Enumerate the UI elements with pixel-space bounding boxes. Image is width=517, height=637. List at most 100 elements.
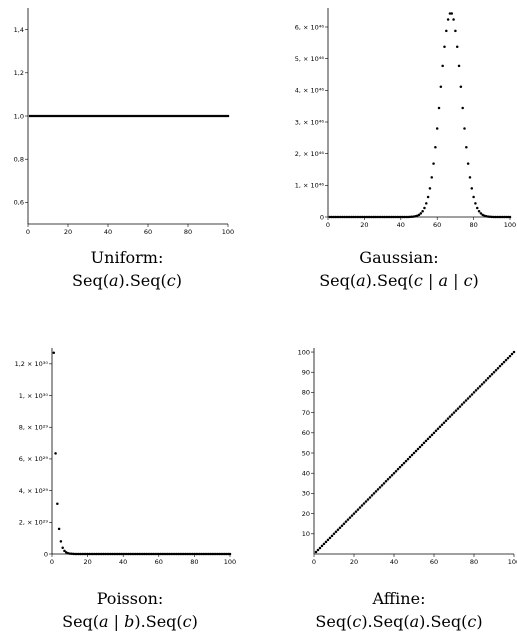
data-point: [340, 524, 344, 527]
data-point: [463, 127, 466, 130]
data-point: [139, 552, 143, 556]
x-tick-label: 100: [508, 558, 517, 566]
data-point: [492, 215, 495, 219]
data-point: [70, 552, 73, 556]
data-point: [428, 187, 432, 190]
data-point: [406, 457, 410, 461]
data-point: [344, 520, 348, 523]
data-point: [336, 528, 340, 532]
data-point: [334, 530, 338, 534]
x-tick-label: 40: [390, 558, 398, 566]
data-point: [512, 350, 516, 354]
data-point: [73, 552, 77, 556]
data-point: [466, 397, 470, 400]
data-point: [210, 114, 214, 118]
data-point: [180, 552, 184, 556]
formula-text: |: [422, 271, 439, 290]
x-tick-label: 40: [397, 221, 405, 229]
y-tick-label: 60: [302, 429, 310, 437]
data-point: [222, 114, 226, 118]
data-point: [360, 504, 364, 507]
data-point: [408, 455, 412, 459]
chart-poisson: 0 20 40 60 80 100 0 2, × 10²⁹ 4, × 10²⁹ 6, × 10²⁹…: [0, 340, 250, 580]
data-point: [118, 552, 121, 556]
data-point: [395, 215, 399, 219]
data-point: [357, 215, 361, 219]
data-point: [144, 114, 148, 118]
data-point: [378, 486, 382, 489]
data-point: [161, 552, 164, 556]
data-point: [506, 215, 510, 219]
data-point: [174, 114, 178, 118]
data-point: [95, 552, 98, 556]
caption-affine-formula: Seq(c).Seq(a).Seq(c): [279, 610, 517, 633]
x-tick-label: 80: [469, 221, 477, 229]
data-point: [448, 12, 452, 15]
data-point: [210, 552, 214, 556]
data-point: [212, 552, 216, 556]
y-tick-label: 2, × 10⁴⁶: [295, 150, 325, 158]
data-point: [370, 494, 374, 497]
data-point: [48, 114, 52, 118]
data-point: [392, 471, 396, 475]
y-tick-label: 20: [302, 510, 310, 518]
data-point: [503, 215, 506, 219]
data-point: [379, 215, 383, 219]
data-point: [346, 518, 350, 521]
data-point: [76, 114, 80, 118]
formula-variable: c: [182, 612, 192, 631]
plot-uniform: 0 20 40 60 80 100 0,6 0,8 1,0 1,2 1,4: [14, 8, 234, 236]
data-point: [56, 502, 59, 505]
data-point: [143, 552, 146, 556]
caption-poisson-name: Poisson:: [96, 589, 164, 608]
data-point: [335, 215, 339, 219]
data-point: [155, 552, 159, 556]
data-point: [488, 375, 492, 378]
data-point: [98, 552, 102, 556]
data-point: [504, 358, 508, 362]
plot-poisson: 0 20 40 60 80 100 0 2, × 10²⁹ 4, × 10²⁹ 6, × 10²⁹…: [15, 348, 236, 566]
formula-variable: a: [438, 271, 448, 290]
data-point: [54, 452, 57, 455]
data-point: [98, 114, 102, 118]
data-point: [198, 552, 201, 556]
x-tick-label: 80: [184, 228, 192, 236]
data-point: [150, 552, 153, 556]
data-point: [214, 552, 218, 556]
data-point: [348, 516, 352, 519]
data-point: [377, 215, 381, 219]
y-tick-label: 0,8: [14, 156, 24, 164]
data-point: [455, 45, 459, 48]
data-point: [405, 215, 408, 219]
data-point: [339, 215, 342, 219]
formula-variable: a: [108, 271, 119, 290]
data-point: [111, 552, 114, 556]
data-point: [124, 114, 128, 118]
data-point: [399, 215, 403, 219]
formula-text: Seq(: [72, 271, 109, 290]
plot-affine: 0 20 40 60 80 100 10 20 30 40 50 60 70 80 90 100: [298, 348, 517, 566]
data-point: [178, 114, 182, 118]
formula-text: |: [108, 612, 125, 631]
x-tick-label: 60: [433, 221, 441, 229]
formula-text: ).Seq(: [118, 271, 167, 290]
data-point: [474, 202, 477, 205]
data-point: [96, 114, 100, 118]
caption-gaussian-formula: Seq(a).Seq(c | a | c): [279, 269, 517, 292]
data-point: [350, 215, 353, 219]
data-point: [384, 480, 388, 483]
y-tick-label: 4, × 10⁴⁶: [295, 87, 325, 95]
data-point: [194, 114, 198, 118]
caption-poisson-formula: Seq(a | b).Seq(c): [10, 610, 250, 633]
y-tick-label: 1,0: [14, 112, 24, 120]
data-point: [402, 461, 406, 465]
data-point: [52, 114, 56, 118]
data-point: [84, 552, 88, 556]
data-point: [366, 215, 370, 219]
data-point: [129, 552, 132, 556]
data-point: [191, 552, 194, 556]
data-point: [492, 370, 496, 374]
data-point: [46, 114, 50, 118]
y-tick-label: 6, × 10⁴⁶: [295, 23, 325, 31]
data-point: [381, 215, 384, 219]
